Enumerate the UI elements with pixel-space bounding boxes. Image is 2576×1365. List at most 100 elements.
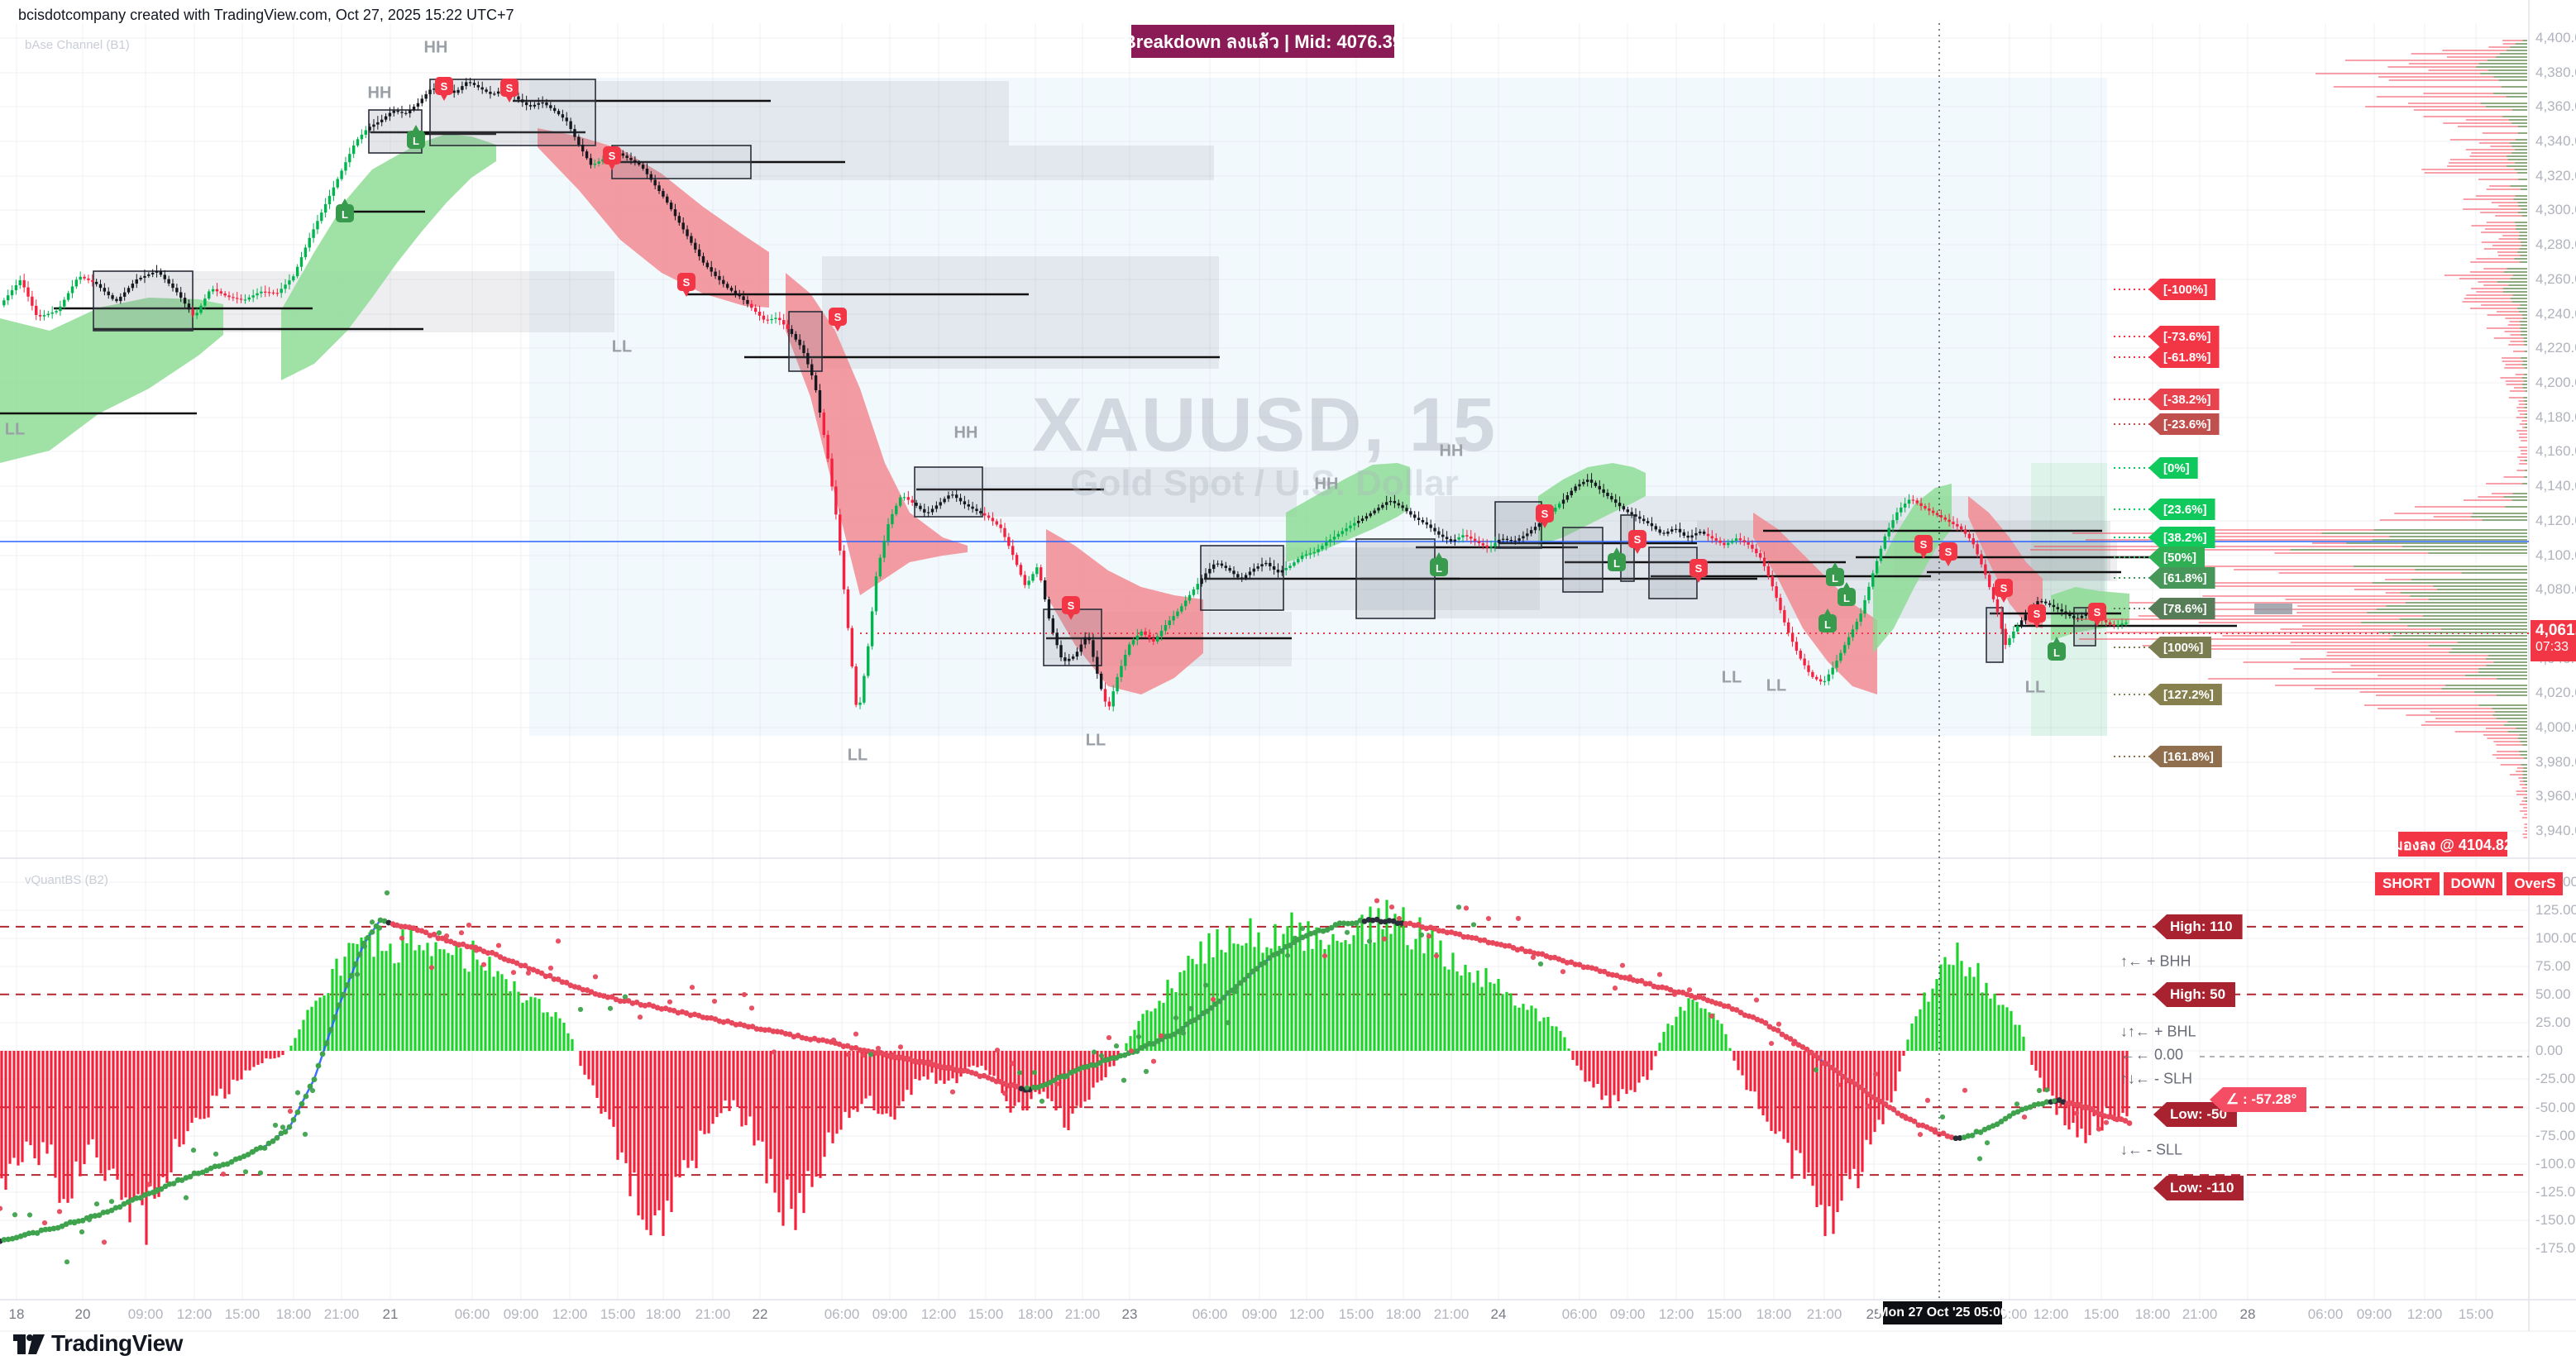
short-marker-pin: S (829, 308, 847, 332)
price-axis-label: 4,240.00 (2535, 306, 2576, 322)
svg-text:S: S (683, 276, 691, 289)
time-axis-label: 21:00 (1806, 1306, 1842, 1322)
short-marker-pin: S (1628, 530, 1646, 554)
lower-low-label: LL (1085, 731, 1106, 750)
svg-text:S: S (2000, 582, 2008, 594)
tradingview-logo-text: TradingView (51, 1330, 183, 1356)
chart-credit: bcisdotcompany created with TradingView.… (18, 7, 514, 23)
time-axis-label: 18:00 (2134, 1306, 2171, 1322)
time-axis-label: 09:00 (872, 1306, 908, 1322)
time-axis-label: 18:00 (1756, 1306, 1792, 1322)
oscillator-band-label: Low: -110 (2153, 1176, 2244, 1200)
time-axis-label: 06:00 (824, 1306, 860, 1322)
time-axis-label: 06:00 (1561, 1306, 1598, 1322)
price-axis-label: 3,980.00 (2535, 754, 2576, 770)
signal-note-label: มองลง @ 4104.82 (2393, 832, 2512, 857)
svg-text:L: L (1824, 618, 1831, 631)
signal-button-short[interactable]: SHORT (2375, 872, 2440, 895)
time-axis-label: 28 (2239, 1306, 2256, 1322)
time-axis-label: 15:00 (968, 1306, 1004, 1322)
oscillator-marker-text: ↑← + BHH (2120, 952, 2191, 970)
oscillator-axis-label: 100.00 (2535, 930, 2576, 946)
signal-button-down[interactable]: DOWN (2443, 872, 2503, 895)
long-marker-pin: L (1838, 582, 1856, 606)
fib-level-label: [50%] (2148, 546, 2206, 568)
higher-high-label: HH (1439, 441, 1464, 461)
svg-text:S: S (441, 80, 448, 93)
short-marker-pin: S (1689, 559, 1708, 583)
fib-level-label: [-73.6%] (2148, 326, 2220, 347)
price-axis-label: 4,100.00 (2535, 547, 2576, 563)
time-axis-label: 12:00 (920, 1306, 957, 1322)
short-marker-pin: S (1536, 504, 1554, 528)
pane-label-base-channel[interactable]: bAse Channel (B1) (25, 38, 130, 52)
fib-level-label: [-23.6%] (2148, 413, 2220, 435)
svg-text:L: L (1436, 562, 1442, 575)
time-axis-label: 06:00 (1192, 1306, 1228, 1322)
fib-level-label: [-38.2%] (2148, 389, 2220, 410)
long-marker-pin: L (336, 198, 354, 222)
price-axis-label: 4,380.00 (2535, 64, 2576, 80)
price-axis-label: 4,200.00 (2535, 375, 2576, 390)
time-axis-label: 06:00 (454, 1306, 490, 1322)
price-axis-label: 4,020.00 (2535, 685, 2576, 700)
svg-text:L: L (1832, 572, 1838, 585)
crosshair-time-label: Mon 27 Oct '25 05:00 (1877, 1301, 2008, 1324)
svg-text:S: S (506, 82, 514, 94)
long-marker-pin: L (2048, 637, 2066, 661)
price-axis-label: 4,080.00 (2535, 581, 2576, 597)
long-marker-pin: L (1430, 552, 1448, 576)
short-marker-pin: S (2088, 603, 2106, 627)
angle-label: ∠ : -57.28° (2210, 1087, 2307, 1112)
oscillator-marker-text: ↓↑← + BHL (2120, 1023, 2196, 1040)
time-axis-label: 21:00 (695, 1306, 731, 1322)
price-axis-label: 4,340.00 (2535, 133, 2576, 149)
price-axis-label: 4,140.00 (2535, 478, 2576, 494)
price-axis-label: 4,120.00 (2535, 513, 2576, 528)
svg-text:S: S (2094, 606, 2101, 618)
fib-level-label: [78.6%] (2148, 598, 2215, 619)
time-axis-label: 25 (1866, 1306, 1882, 1322)
long-marker-pin: L (1826, 562, 1844, 586)
svg-text:S: S (609, 150, 616, 162)
fib-level-label: [0%] (2148, 457, 2198, 479)
time-axis-label: 15:00 (2458, 1306, 2494, 1322)
price-axis-label: 4,220.00 (2535, 340, 2576, 356)
oscillator-axis-label: 25.00 (2535, 1014, 2571, 1030)
time-axis-label: 12:00 (176, 1306, 213, 1322)
signal-button-overs[interactable]: OverS (2507, 872, 2564, 895)
oscillator-axis-label: -25.00 (2535, 1071, 2576, 1086)
current-price-value: 4,061.26 (2535, 622, 2576, 639)
price-axis-label: 4,000.00 (2535, 719, 2576, 735)
breakdown-banner: Breakdown ลงแล้ว | Mid: 4076.39 (1123, 25, 1403, 58)
time-axis-label: 21:00 (323, 1306, 360, 1322)
svg-text:S: S (1920, 538, 1928, 551)
lower-low-label: LL (847, 746, 868, 765)
svg-text:L: L (342, 208, 348, 221)
short-marker-pin: S (435, 77, 453, 101)
svg-text:L: L (2053, 647, 2060, 659)
time-axis-label: 18:00 (275, 1306, 312, 1322)
fib-level-label: [100%] (2148, 637, 2212, 658)
time-axis-label: 12:00 (2406, 1306, 2443, 1322)
time-axis-label: 15:00 (600, 1306, 636, 1322)
price-axis-label: 3,960.00 (2535, 788, 2576, 804)
higher-high-label: HH (423, 38, 448, 57)
tradingview-logo[interactable]: TradingView (13, 1329, 183, 1358)
lower-low-label: LL (4, 420, 26, 439)
time-axis-label: 18:00 (1385, 1306, 1422, 1322)
lower-low-label: LL (1766, 676, 1787, 695)
tradingview-logo-icon (13, 1334, 45, 1354)
short-marker-pin: S (500, 79, 519, 103)
oscillator-axis-label: 50.00 (2535, 986, 2571, 1002)
higher-high-label: HH (953, 423, 978, 442)
time-axis-label: 06:00 (2307, 1306, 2344, 1322)
time-axis-label: 12:00 (2033, 1306, 2069, 1322)
time-axis-label: 09:00 (1609, 1306, 1646, 1322)
price-axis-label: 4,400.00 (2535, 30, 2576, 45)
oscillator-axis-label: -150.00 (2535, 1212, 2576, 1228)
pane-label-vquantbs[interactable]: vQuantBS (B2) (25, 873, 108, 887)
price-axis-label: 4,280.00 (2535, 236, 2576, 252)
price-axis-label: 4,180.00 (2535, 409, 2576, 425)
